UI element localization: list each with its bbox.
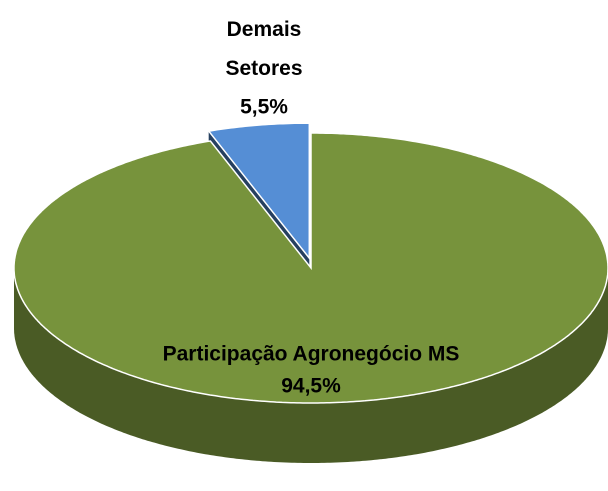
slice bbox=[13, 132, 608, 404]
label-line: Setores bbox=[225, 57, 302, 80]
label-line: Demais bbox=[227, 18, 302, 41]
slice-label: Demais Setores bbox=[225, 18, 302, 80]
slice-side bbox=[14, 268, 608, 463]
slice bbox=[207, 122, 311, 261]
slice-value-label: 5,5% bbox=[240, 96, 288, 119]
slice-label: Participação Agronegócio MS bbox=[163, 343, 460, 366]
slice-value-label: 94,5% bbox=[281, 375, 341, 398]
